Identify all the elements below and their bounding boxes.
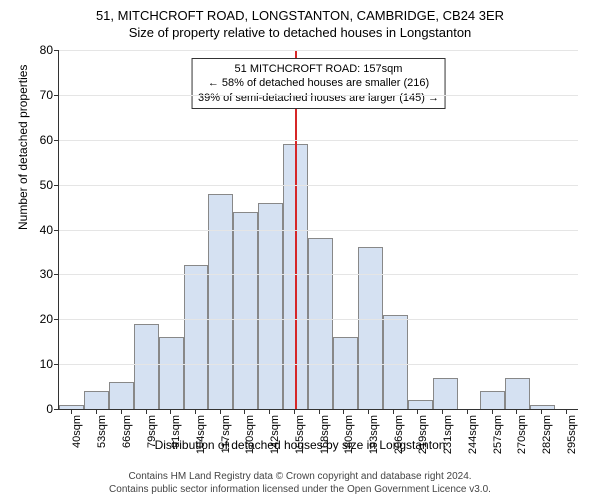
xtick-mark [220,409,221,414]
ytick-mark [54,319,59,320]
footer-attribution: Contains HM Land Registry data © Crown c… [0,470,600,496]
footer-line: Contains public sector information licen… [0,483,600,496]
xtick-mark [319,409,320,414]
histogram-bar [358,247,383,409]
histogram-bar [408,400,433,409]
annotation-line: 51 MITCHCROFT ROAD: 157sqm [198,62,439,76]
ytick-label: 0 [46,402,53,416]
ytick-mark [54,95,59,96]
x-axis-label: Distribution of detached houses by size … [0,438,600,452]
gridline [59,230,578,231]
ytick-label: 40 [40,223,53,237]
xtick-mark [417,409,418,414]
xtick-mark [294,409,295,414]
xtick-mark [368,409,369,414]
annotation-line: ← 58% of detached houses are smaller (21… [198,76,439,90]
histogram-bar [480,391,505,409]
ytick-mark [54,274,59,275]
histogram-bar [258,203,283,409]
gridline [59,364,578,365]
ytick-label: 30 [40,267,53,281]
xtick-mark [492,409,493,414]
histogram-bar [383,315,408,409]
histogram-bar [159,337,184,409]
xtick-mark [467,409,468,414]
histogram-bar [433,378,458,409]
gridline [59,274,578,275]
xtick-mark [195,409,196,414]
xtick-mark [393,409,394,414]
chart-title-main: 51, MITCHCROFT ROAD, LONGSTANTON, CAMBRI… [0,0,600,23]
xtick-mark [269,409,270,414]
footer-line: Contains HM Land Registry data © Crown c… [0,470,600,483]
xtick-mark [121,409,122,414]
ytick-mark [54,50,59,51]
ytick-mark [54,364,59,365]
ytick-label: 50 [40,178,53,192]
ytick-mark [54,185,59,186]
ytick-label: 70 [40,88,53,102]
ytick-mark [54,409,59,410]
gridline [59,140,578,141]
histogram-bar [233,212,258,409]
histogram-bar [530,405,555,409]
ytick-mark [54,230,59,231]
xtick-mark [343,409,344,414]
xtick-mark [442,409,443,414]
xtick-mark [170,409,171,414]
histogram-bar [505,378,530,409]
ytick-label: 10 [40,357,53,371]
xtick-mark [244,409,245,414]
gridline [59,319,578,320]
chart-plot-area: 51 MITCHCROFT ROAD: 157sqm ← 58% of deta… [58,50,578,410]
xtick-mark [96,409,97,414]
y-axis-label: Number of detached properties [16,65,30,230]
xtick-mark [541,409,542,414]
chart-title-sub: Size of property relative to detached ho… [0,23,600,40]
ytick-label: 60 [40,133,53,147]
histogram-bar [184,265,209,409]
ytick-mark [54,140,59,141]
ytick-label: 80 [40,43,53,57]
histogram-bar [208,194,233,409]
gridline [59,50,578,51]
gridline [59,95,578,96]
histogram-bar [134,324,159,409]
ytick-label: 20 [40,312,53,326]
gridline [59,185,578,186]
histogram-bar [308,238,333,409]
xtick-mark [516,409,517,414]
histogram-bar [109,382,134,409]
xtick-mark [566,409,567,414]
xtick-mark [71,409,72,414]
histogram-bar [84,391,109,409]
xtick-mark [146,409,147,414]
annotation-box: 51 MITCHCROFT ROAD: 157sqm ← 58% of deta… [191,58,446,109]
histogram-bar [333,337,358,409]
annotation-line: 39% of semi-detached houses are larger (… [198,91,439,105]
